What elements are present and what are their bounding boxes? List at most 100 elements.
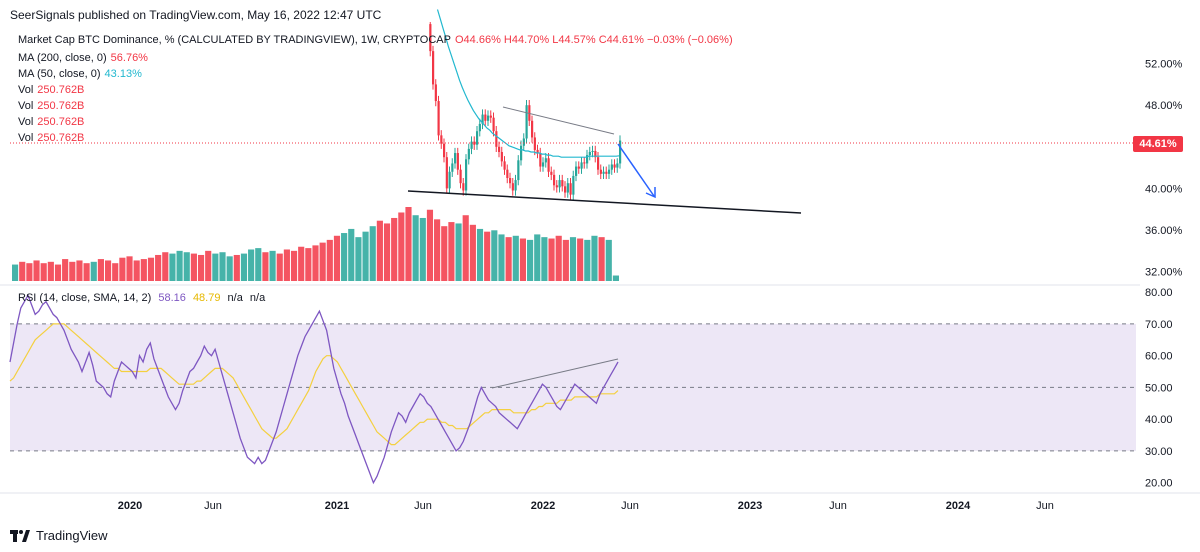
vol-value: 250.762B [37, 116, 85, 128]
time-tick-label: Jun [1036, 500, 1054, 512]
candle-body [580, 162, 583, 169]
candle-body [445, 157, 448, 189]
candle-body [539, 153, 542, 167]
rsi-tick-label: 40.00 [1145, 414, 1173, 426]
time-axis[interactable]: 2020 Jun 2021 Jun 2022 Jun 2023 Jun 2024 Jun [118, 500, 1054, 512]
ma50-value: 43.13% [104, 68, 142, 80]
candle-body [520, 145, 523, 161]
rsi-tick-label: 50.00 [1145, 382, 1173, 394]
volume-bar [469, 224, 476, 281]
candle-body [517, 160, 520, 181]
candle-body [566, 183, 569, 193]
volume-bar [183, 252, 190, 281]
symbol-title: Market Cap BTC Dominance, % (CALCULATED … [18, 34, 451, 46]
volume-bar [598, 237, 605, 281]
volume-bar [269, 250, 276, 281]
candle-body [476, 131, 479, 145]
price-tick-label: 40.00% [1145, 183, 1183, 195]
vol-legend: Vol 250.762B [18, 84, 88, 96]
candle-body [605, 171, 608, 174]
volume-bar [426, 209, 434, 281]
candle-body [473, 141, 476, 145]
candle-body [448, 171, 451, 189]
volume-bar [369, 226, 376, 281]
candle-body [558, 180, 561, 188]
volume-bar [62, 259, 69, 281]
candle-body [550, 171, 553, 175]
volume-bar [255, 248, 262, 281]
resistance-trendline [502, 106, 615, 135]
volume-bar [226, 256, 233, 281]
volume-bar [240, 253, 248, 281]
time-tick-label: Jun [829, 500, 847, 512]
rsi-line [9, 293, 619, 485]
candle-body [575, 166, 578, 176]
volume-bar [591, 235, 598, 281]
candle-body [462, 183, 465, 191]
candle-body [511, 183, 514, 191]
candle-body [481, 114, 484, 124]
volume-bar [140, 259, 147, 281]
volume-bar [462, 215, 469, 281]
candle-body [509, 178, 512, 184]
time-tick-label: 2023 [738, 500, 762, 512]
volume-bar [69, 261, 76, 281]
time-tick-label: 2021 [325, 500, 349, 512]
ohlc-values: O44.66% H44.70% L44.57% C44.61% −0.03% (… [454, 34, 733, 46]
rsi-value: 58.16 [158, 292, 186, 304]
volume-bar [197, 254, 205, 281]
candle-body [531, 120, 534, 138]
volume-bar [398, 212, 405, 281]
candle-body [470, 141, 473, 149]
time-tick-label: Jun [621, 500, 639, 512]
candle-body [572, 175, 575, 195]
volume-bar [577, 238, 584, 281]
symbol-legend: Market Cap BTC Dominance, % (CALCULATED … [18, 34, 737, 46]
volume-bar [19, 261, 26, 281]
candle-body [588, 152, 591, 156]
tradingview-brand[interactable]: TradingView [10, 528, 108, 543]
candle-body [514, 180, 517, 191]
vol-legend: Vol 250.762B [18, 100, 88, 112]
volume-bar [298, 246, 305, 281]
volume-bar [90, 261, 97, 281]
candle-body [489, 115, 492, 118]
rsi-legend: RSI (14, close, SMA, 14, 2) 58.16 48.79 … [18, 292, 269, 304]
candle-body [599, 169, 602, 174]
volume-bar [233, 254, 240, 281]
candle-body [492, 117, 495, 132]
volume-bar [341, 233, 348, 281]
volume-bar [262, 252, 269, 281]
volume-bar [112, 263, 119, 281]
candle-body [503, 161, 506, 170]
ma50-label: MA (50, close, 0) [18, 68, 101, 80]
candle-body [602, 171, 605, 174]
price-axis[interactable]: 52.00%48.00%44.00%40.00%36.00%32.00% [1145, 59, 1183, 279]
vol-value: 250.762B [37, 84, 85, 96]
rsi-trendline [491, 358, 619, 389]
tradingview-logo-icon [10, 529, 30, 542]
volume-bar [541, 237, 548, 281]
volume-bar [434, 219, 441, 281]
candle-body [616, 163, 619, 168]
volume-bar [476, 228, 484, 281]
last-price-tag: 44.61% [1133, 136, 1183, 152]
candle-body [451, 163, 454, 172]
rsi-na-1: n/a [227, 292, 243, 304]
volume-bar [405, 207, 412, 281]
candle-body [597, 157, 600, 170]
volume-bar [276, 253, 283, 281]
vol-legend: Vol 250.762B [18, 132, 88, 144]
candle-body [500, 152, 503, 162]
candle-body [443, 143, 446, 158]
volume-bar [248, 249, 255, 281]
volume-bar [584, 239, 591, 281]
vol-label: Vol [18, 84, 34, 96]
candle-body [564, 186, 567, 193]
rsi-na-2: n/a [249, 292, 266, 304]
volume-bar [555, 235, 562, 281]
candle-body [577, 166, 580, 169]
rsi-tick-label: 60.00 [1145, 351, 1173, 363]
rsi-axis[interactable]: 80.00 70.00 60.00 50.00 40.00 30.00 20.00 [1145, 287, 1173, 489]
